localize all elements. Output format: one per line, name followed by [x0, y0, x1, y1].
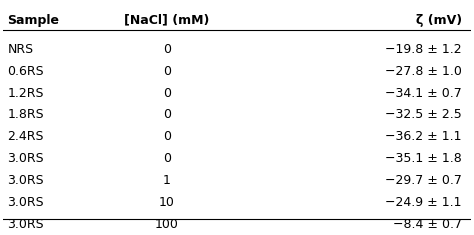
- Text: 10: 10: [159, 196, 175, 209]
- Text: 3.0RS: 3.0RS: [8, 152, 44, 165]
- Text: −35.1 ± 1.8: −35.1 ± 1.8: [385, 152, 462, 165]
- Text: −34.1 ± 0.7: −34.1 ± 0.7: [385, 87, 462, 100]
- Text: 0: 0: [163, 130, 171, 143]
- Text: −19.8 ± 1.2: −19.8 ± 1.2: [385, 43, 462, 56]
- Text: [NaCl] (mM): [NaCl] (mM): [124, 14, 210, 27]
- Text: 1.8RS: 1.8RS: [8, 109, 44, 121]
- Text: Sample: Sample: [8, 14, 59, 27]
- Text: 0: 0: [163, 109, 171, 121]
- Text: 3.0RS: 3.0RS: [8, 218, 44, 231]
- Text: −8.4 ± 0.7: −8.4 ± 0.7: [393, 218, 462, 231]
- Text: 3.0RS: 3.0RS: [8, 174, 44, 187]
- Text: −24.9 ± 1.1: −24.9 ± 1.1: [385, 196, 462, 209]
- Text: 1: 1: [163, 174, 171, 187]
- Text: −27.8 ± 1.0: −27.8 ± 1.0: [385, 65, 462, 78]
- Text: 100: 100: [155, 218, 179, 231]
- Text: 3.0RS: 3.0RS: [8, 196, 44, 209]
- Text: −36.2 ± 1.1: −36.2 ± 1.1: [385, 130, 462, 143]
- Text: NRS: NRS: [8, 43, 34, 56]
- Text: 2.4RS: 2.4RS: [8, 130, 44, 143]
- Text: 1.2RS: 1.2RS: [8, 87, 44, 100]
- Text: 0: 0: [163, 65, 171, 78]
- Text: 0.6RS: 0.6RS: [8, 65, 44, 78]
- Text: 0: 0: [163, 152, 171, 165]
- Text: 0: 0: [163, 43, 171, 56]
- Text: −29.7 ± 0.7: −29.7 ± 0.7: [385, 174, 462, 187]
- Text: 0: 0: [163, 87, 171, 100]
- Text: −32.5 ± 2.5: −32.5 ± 2.5: [385, 109, 462, 121]
- Text: ζ (mV): ζ (mV): [416, 14, 462, 27]
